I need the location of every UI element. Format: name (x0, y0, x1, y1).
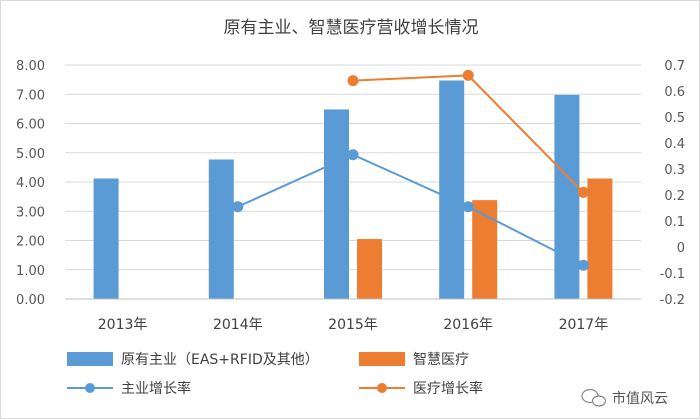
point-medical-growth (462, 69, 474, 81)
bar-smart-medical (587, 178, 613, 299)
legend-label-smart-medical: 智慧医疗 (413, 352, 469, 368)
y-left-tick-label: 6.00 (16, 118, 45, 133)
y-right-tick-label: 0.4 (664, 137, 685, 152)
legend: 原有主业（EAS+RFID及其他） 智慧医疗 主业增长率 医疗增长率 (67, 352, 483, 397)
line-medical-growth (352, 74, 585, 194)
bar-main-revenue (324, 109, 349, 300)
bars (93, 80, 613, 300)
y-left-tick-label: 4.00 (16, 176, 45, 191)
point-main-growth (232, 201, 244, 213)
point-main-growth (347, 149, 359, 161)
x-tick-label: 2015年 (328, 317, 378, 333)
y-left-tick-label: 5.00 (16, 147, 45, 162)
x-tick-label: 2013年 (98, 317, 148, 333)
watermark-text: 市值风云 (612, 390, 668, 407)
bar-smart-medical (357, 239, 382, 299)
wechat-icon (581, 388, 607, 407)
bar-main-revenue (439, 80, 465, 299)
y-right-tick-label: 0.2 (664, 189, 685, 204)
chart-title: 原有主业、智慧医疗营收增长情况 (224, 18, 479, 38)
y-left-tick-label: 8.00 (16, 59, 45, 74)
lines (232, 69, 589, 271)
x-tick-label: 2014年 (213, 317, 263, 333)
y-right-tick-label: -0.2 (660, 293, 685, 308)
legend-marker-medical-growth (377, 383, 387, 393)
point-main-growth (577, 259, 589, 271)
x-tick-label: 2017年 (559, 317, 609, 333)
legend-marker-main-growth (85, 383, 95, 393)
y-left-tick-label: 7.00 (16, 88, 45, 103)
bar-main-revenue (93, 178, 119, 299)
legend-swatch-smart-medical (359, 352, 405, 366)
y-right-tick-label: 0.5 (664, 111, 685, 126)
y-axis-right: -0.2 -0.1 0 0.1 0.2 0.3 0.4 0.5 0.6 0.7 (660, 59, 685, 308)
y-left-tick-label: 1.00 (16, 264, 45, 279)
point-medical-growth (347, 75, 359, 87)
y-axis-left: 0.00 1.00 2.00 3.00 4.00 5.00 6.00 7.00 8.00 (16, 59, 45, 308)
x-axis: 2013年 2014年 2015年 2016年 2017年 (65, 298, 641, 333)
legend-label-medical-growth: 医疗增长率 (413, 380, 483, 397)
legend-swatch-main-revenue (67, 352, 113, 366)
legend-label-main-revenue: 原有主业（EAS+RFID及其他） (121, 352, 319, 368)
y-right-tick-label: 0.1 (664, 215, 685, 230)
line-main-growth (237, 153, 584, 267)
y-left-tick-label: 2.00 (16, 235, 45, 250)
y-right-tick-label: 0.3 (664, 163, 685, 178)
y-left-tick-label: 3.00 (16, 205, 45, 220)
y-left-tick-label: 0.00 (16, 293, 45, 308)
watermark: 市值风云 (581, 388, 668, 407)
legend-label-main-growth: 主业增长率 (121, 380, 191, 397)
bar-main-revenue (554, 94, 580, 300)
y-right-tick-label: 0.6 (664, 85, 685, 100)
y-right-tick-label: -0.1 (660, 267, 685, 282)
y-right-tick-label: 0.7 (664, 59, 685, 74)
x-tick-label: 2016年 (443, 317, 493, 333)
point-medical-growth (577, 186, 589, 198)
y-right-tick-label: 0 (677, 241, 685, 256)
bar-main-revenue (208, 159, 234, 299)
bar-smart-medical (472, 200, 498, 299)
point-main-growth (462, 201, 474, 213)
